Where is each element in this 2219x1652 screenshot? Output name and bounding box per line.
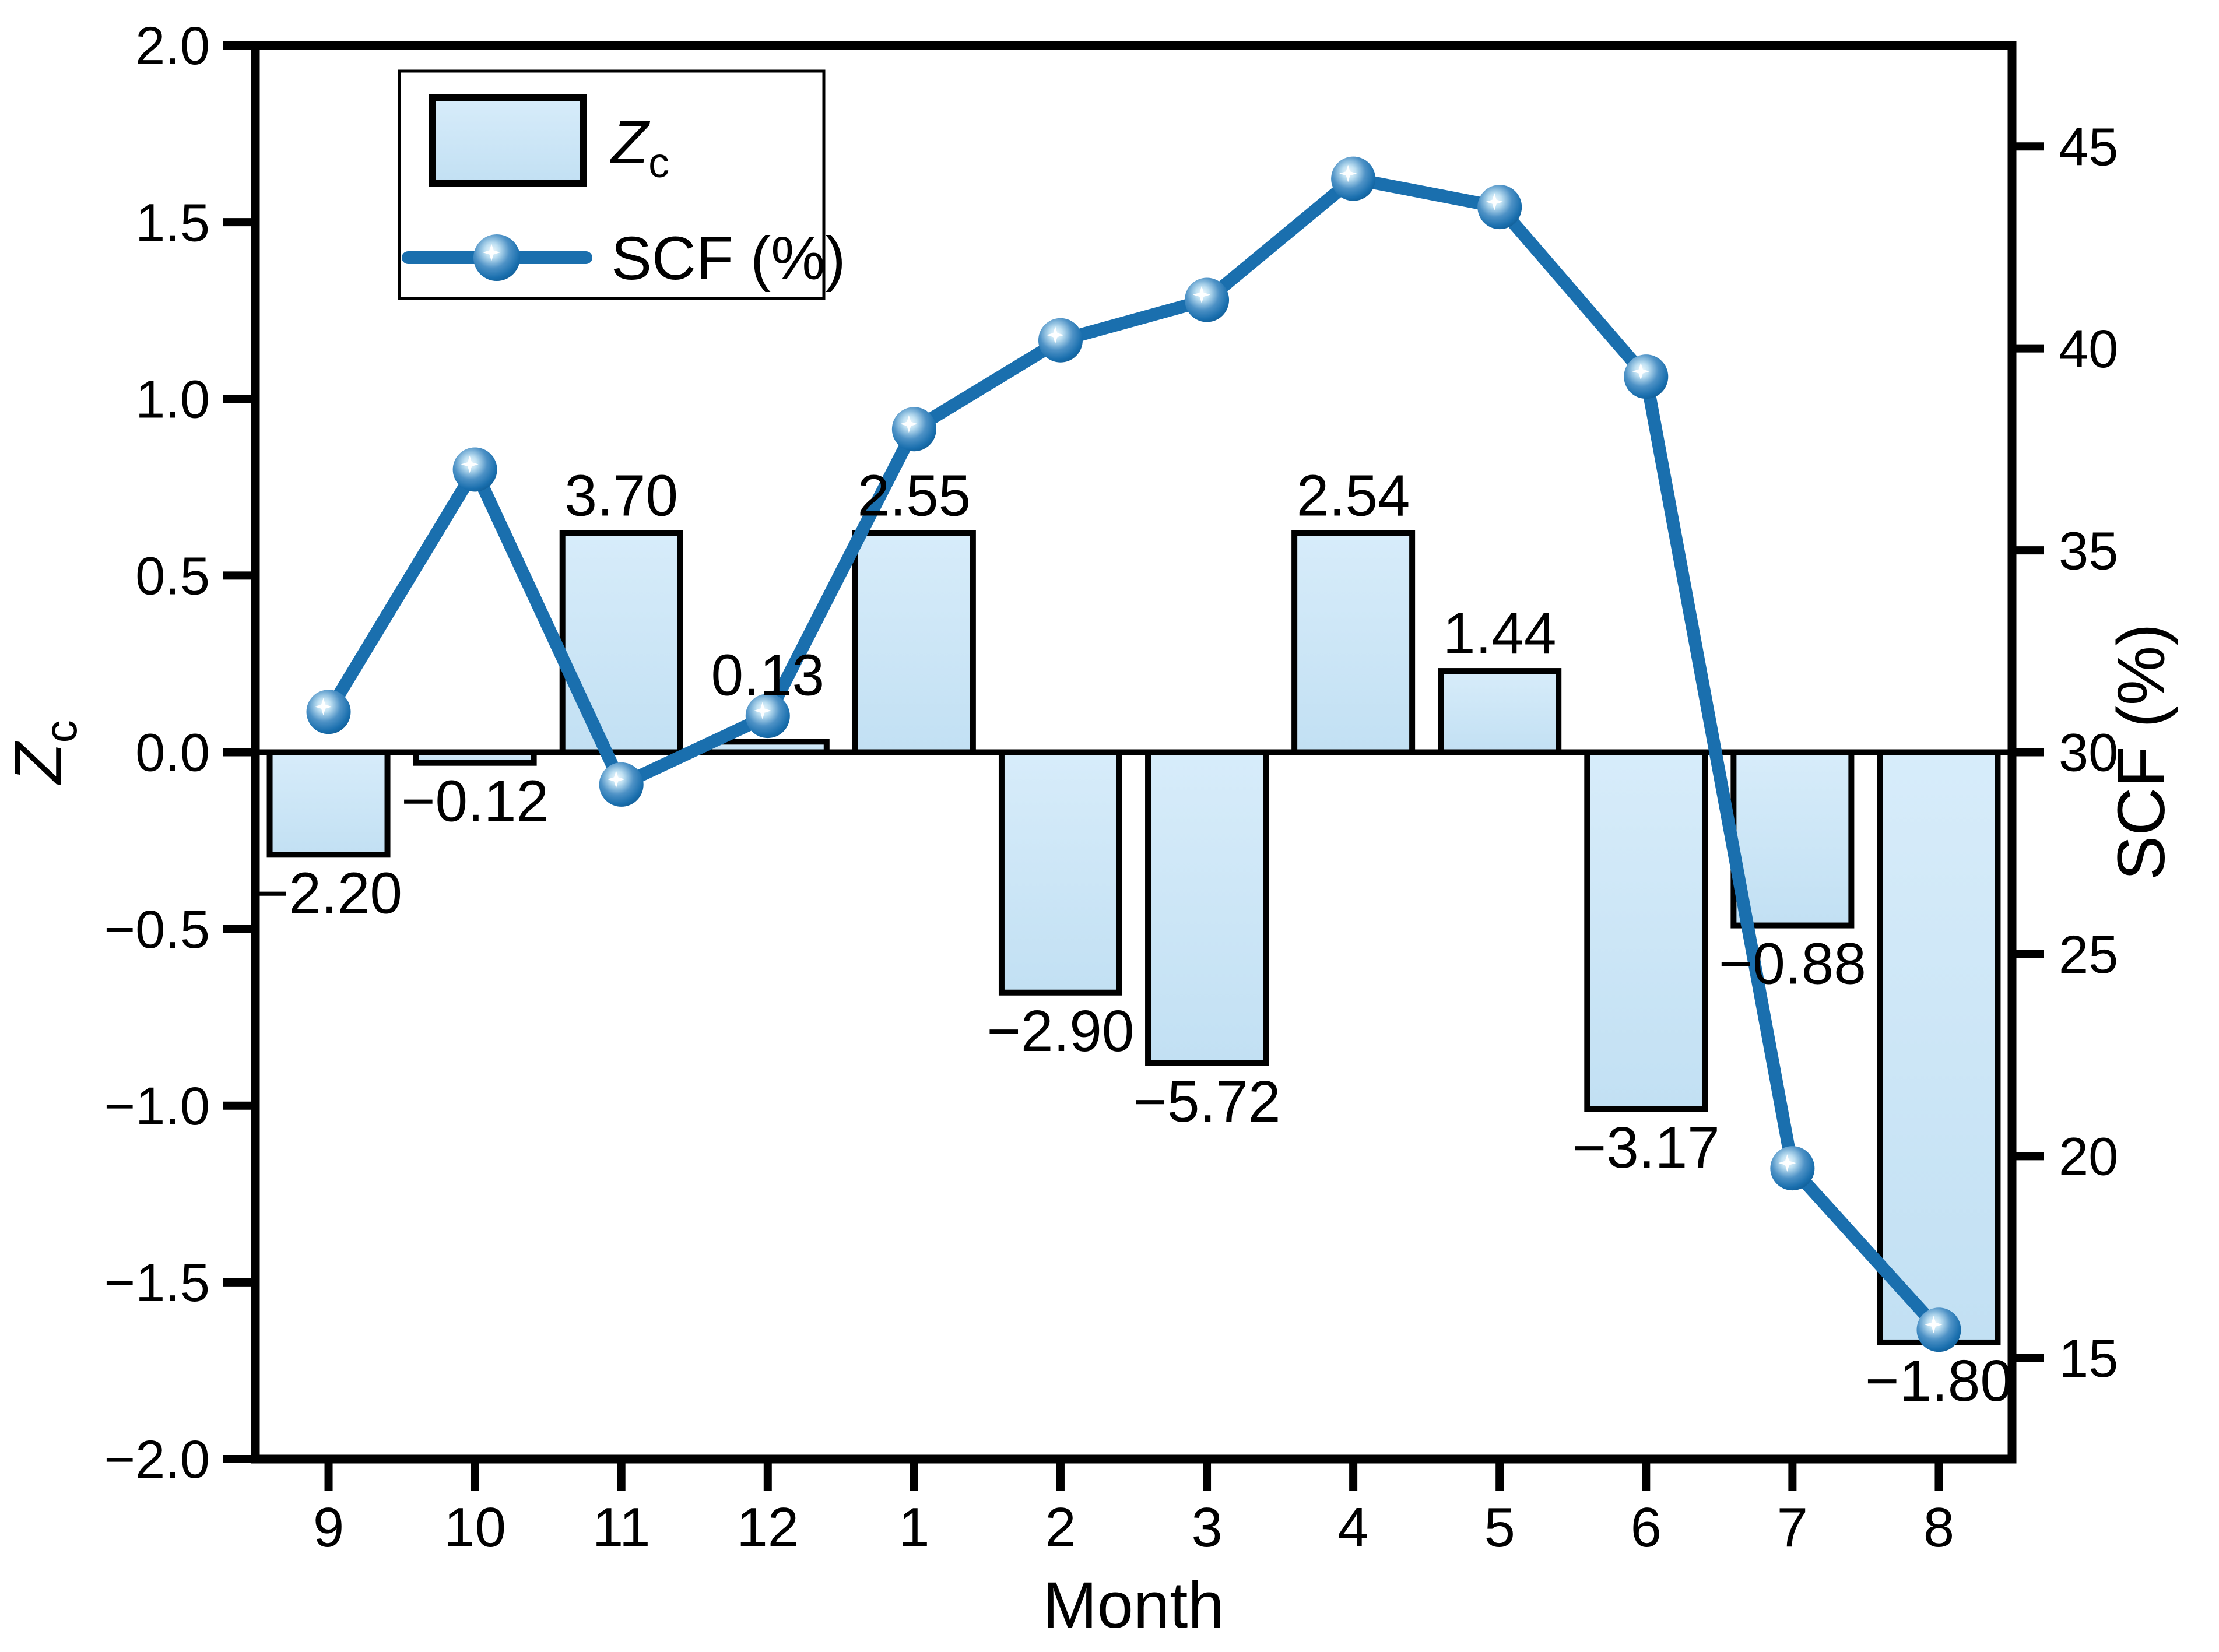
scf-marker [306,690,351,734]
left-axis-tick-label: −1.5 [104,1253,210,1313]
left-axis-tick-label: 1.5 [135,193,210,252]
legend-zc-symbol: Z [609,108,651,177]
x-axis-tick-label: 11 [592,1496,651,1559]
x-axis-tick-label: 1 [898,1496,929,1559]
legend-zc-subscript: c [648,140,669,187]
right-axis-tick-label: 15 [2059,1329,2118,1389]
left-axis-tick-label: −0.5 [104,900,210,959]
left-axis-tick-label: −2.0 [104,1430,210,1489]
bar-value-label: 2.54 [1297,463,1410,529]
scf-marker [1916,1307,1961,1352]
left-axis-tick-label: 0.0 [135,723,210,783]
y-axis-title-left-symbol: Z [1,741,76,786]
left-axis-tick-label: −1.0 [104,1077,210,1136]
zc-bar [1877,749,2001,1345]
bar-value-label: −2.90 [986,999,1134,1064]
bar-value-label: −3.17 [1572,1115,1720,1180]
zc-bar [1438,668,1562,755]
right-axis-tick-label: 45 [2059,117,2118,177]
scf-marker [1038,318,1083,363]
bar-value-label: −0.12 [401,769,549,834]
scf-marker [1624,354,1669,399]
x-axis-tick-label: 3 [1191,1496,1222,1559]
legend-marker-ball [473,234,520,281]
left-axis-tick-label: 2.0 [135,16,210,76]
zc-bar [1145,749,1269,1066]
scf-marker [891,407,936,452]
zc-bar [1291,530,1416,755]
x-axis-tick-label: 2 [1045,1496,1076,1559]
legend: Zc SCF (%) [398,69,845,300]
legend-label-zc: Zc [609,108,669,187]
right-axis-tick-label: 20 [2059,1127,2118,1187]
x-axis-tick-label: 6 [1631,1496,1662,1559]
bar-value-label: 3.70 [564,463,678,529]
scf-marker [745,694,790,739]
scf-line [322,172,1946,1337]
left-axis-tick-label: 0.5 [135,547,210,606]
bar-value-label: 0.13 [711,642,824,708]
zc-bar [1584,749,1708,1112]
scf-marker [599,762,644,807]
zc-bar [266,749,391,858]
x-axis-tick-label: 4 [1337,1496,1368,1559]
legend-label-scf: SCF (%) [611,224,845,293]
right-axis-tick-label: 25 [2059,925,2118,985]
right-axis-tick-label: 40 [2059,319,2118,379]
scf-marker [1770,1146,1815,1191]
plot-area: 2.01.51.00.50.0−0.5−1.0−1.5−2.0454035302… [104,16,2118,1559]
bar-value-label: −2.20 [255,860,402,926]
left-axis-tick-label: 1.0 [135,370,210,429]
scf-marker [452,447,497,492]
zc-bar [998,749,1122,996]
right-axis-tick-label: 30 [2059,723,2118,783]
zc-bar [559,530,683,755]
scf-marker [1477,185,1522,230]
zc-bar [852,530,976,755]
y-axis-title-left: Zc [1,720,86,785]
scf-marker [1185,277,1230,322]
bar-value-label: −5.72 [1133,1069,1281,1134]
x-axis-tick-label: 7 [1777,1496,1808,1559]
right-axis-tick-label: 35 [2059,521,2118,581]
zc-bar [1730,749,1855,929]
bar-value-label: 2.55 [858,463,971,529]
x-axis-tick-label: 8 [1923,1496,1954,1559]
x-axis-tick-label: 10 [444,1496,506,1559]
y-axis-title-left-subscript: c [35,720,86,743]
legend-bar-swatch [429,94,587,187]
bar-value-label: 1.44 [1443,601,1557,666]
y-axis-title-right: SCF (%) [2104,624,2179,881]
x-axis-tick-label: 12 [736,1496,799,1559]
bar-value-label: −1.80 [1865,1348,2013,1414]
x-axis-title: Month [1042,1569,1224,1642]
x-axis-tick-label: 5 [1484,1496,1515,1559]
scf-marker [1331,156,1376,201]
bar-value-label: −0.88 [1719,932,1866,997]
x-axis-tick-label: 9 [313,1496,344,1559]
